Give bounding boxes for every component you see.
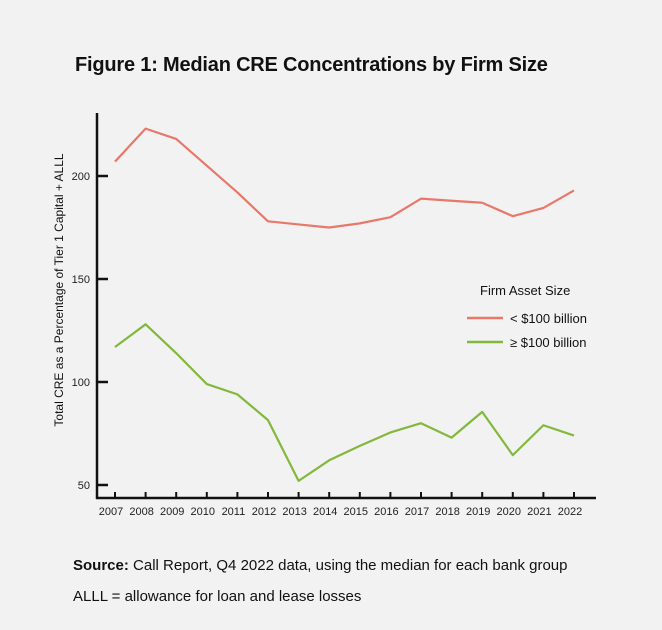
y-tick-label: 50 [78,480,90,492]
x-tick-label: 2011 [222,506,246,518]
x-tick-label: 2021 [527,506,551,518]
x-tick-label: 2016 [374,506,398,518]
x-tick-label: 2013 [282,506,306,518]
x-tick-label: 2007 [99,506,123,518]
source-note: Source: Call Report, Q4 2022 data, using… [73,557,567,574]
x-tick-label: 2012 [252,506,276,518]
y-axis-label: Total CRE as a Percentage of Tier 1 Capi… [52,153,66,426]
source-text: Call Report, Q4 2022 data, using the med… [128,557,568,574]
x-tick-label: 2019 [466,506,490,518]
x-tick-label: 2009 [160,506,184,518]
x-tick-label: 2010 [191,506,215,518]
source-label: Source: [73,557,129,574]
x-tick-label: 2015 [344,506,368,518]
legend-title: Firm Asset Size [480,283,570,298]
y-tick-label: 150 [72,274,90,286]
chart-title: Figure 1: Median CRE Concentrations by F… [75,54,548,76]
notes: Source: Call Report, Q4 2022 data, using… [73,557,567,619]
alll-note: ALLL = allowance for loan and lease loss… [73,588,362,605]
series-line-1 [114,323,575,482]
x-tick-label: 2008 [129,506,153,518]
y-tick-label: 200 [72,171,90,183]
legend-label: < $100 billion [510,311,587,326]
x-tick-label: 2020 [497,506,521,518]
x-tick-label: 2022 [558,506,582,518]
series-line-0 [114,127,575,229]
x-tick-label: 2017 [405,506,429,518]
x-tick-label: 2018 [435,506,459,518]
legend-label: ≥ $100 billion [510,335,587,350]
y-tick-label: 100 [72,377,90,389]
x-tick-label: 2014 [313,506,337,518]
